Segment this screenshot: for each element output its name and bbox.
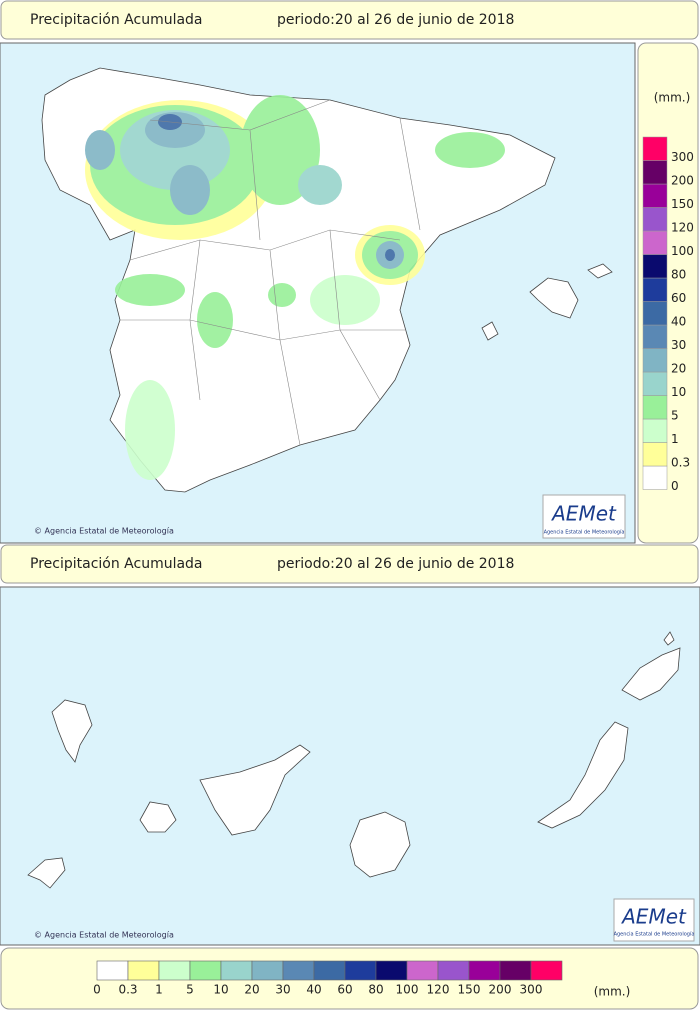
legend-swatch xyxy=(158,960,191,981)
legend-swatch xyxy=(642,160,668,185)
logo-name: AEMet xyxy=(620,905,687,929)
legend-label: 150 xyxy=(671,197,694,211)
legend-swatch xyxy=(642,301,668,326)
legend-label: 100 xyxy=(671,244,694,258)
legend-swatch xyxy=(642,254,668,279)
header-title: Precipitación Acumulada xyxy=(30,556,203,572)
legend-swatch xyxy=(437,960,470,981)
legend-label: 200 xyxy=(489,983,512,997)
legend-label: 150 xyxy=(458,983,481,997)
header-bar xyxy=(0,0,699,40)
header-period: periodo:20 al 26 de junio de 2018 xyxy=(277,556,514,572)
precip-areas xyxy=(85,95,505,480)
legend-swatch xyxy=(642,136,668,161)
legend-label: 30 xyxy=(671,338,686,352)
legend-swatch xyxy=(530,960,563,981)
map-canarias xyxy=(0,586,700,946)
legend-unit: (mm.) xyxy=(654,91,691,105)
legend-swatch xyxy=(375,960,408,981)
legend-label: 200 xyxy=(671,174,694,188)
legend-swatch xyxy=(251,960,284,981)
legend-label: 60 xyxy=(671,291,686,305)
province-borders xyxy=(120,99,421,446)
credit: © Agencia Estatal de Meteorología xyxy=(34,527,174,536)
legend-swatch xyxy=(642,348,668,373)
logo-box xyxy=(542,494,626,539)
legend-label: 20 xyxy=(671,362,686,376)
legend-label: 5 xyxy=(186,983,194,997)
legend-swatch xyxy=(642,442,668,467)
logo-name: AEMet xyxy=(550,502,617,526)
legend-swatch xyxy=(499,960,532,981)
legend-swatch xyxy=(220,960,253,981)
legend-label: 0.3 xyxy=(118,983,137,997)
legend-swatch xyxy=(642,324,668,349)
legend-swatch xyxy=(642,183,668,208)
header-title: Precipitación Acumulada xyxy=(30,12,203,28)
legend-swatch xyxy=(189,960,222,981)
legend-swatch xyxy=(642,465,668,490)
legend-label: 10 xyxy=(671,385,686,399)
legend-label: 40 xyxy=(671,315,686,329)
legend-swatch xyxy=(313,960,346,981)
legend-label: 20 xyxy=(244,983,259,997)
legend-vertical: 0 0.3 1 5 10 20 30 40 60 80 100 120 150 200 300 xyxy=(642,136,694,493)
legend-swatch xyxy=(642,395,668,420)
legend-label: 1 xyxy=(671,432,679,446)
legend-swatch xyxy=(642,371,668,396)
legend-swatch xyxy=(344,960,377,981)
canary-islands xyxy=(27,631,681,889)
legend-label: 5 xyxy=(671,409,679,423)
legend-label: 10 xyxy=(213,983,228,997)
logo-subtitle: Agencia Estatal de Meteorología xyxy=(614,931,695,938)
legend-label: 40 xyxy=(306,983,321,997)
legend-unit: (mm.) xyxy=(594,985,631,999)
legend-label: 300 xyxy=(520,983,543,997)
logo-subtitle: Agencia Estatal de Meteorología xyxy=(544,529,625,536)
legend-label: 120 xyxy=(671,221,694,235)
legend-label: 30 xyxy=(275,983,290,997)
header-period: periodo:20 al 26 de junio de 2018 xyxy=(277,12,514,28)
legend-label: 80 xyxy=(671,268,686,282)
legend-horizontal: 0 0.3 1 5 10 20 30 40 60 80 100 120 150 200 300 xyxy=(93,960,563,997)
legend-swatch xyxy=(642,418,668,443)
legend-label: 80 xyxy=(368,983,383,997)
legend-label: 0 xyxy=(671,479,679,493)
legend-label: 60 xyxy=(337,983,352,997)
legend-swatch xyxy=(642,207,668,232)
legend-label: 100 xyxy=(396,983,419,997)
legend-swatch xyxy=(282,960,315,981)
legend-label: 0 xyxy=(93,983,101,997)
legend-swatch xyxy=(127,960,160,981)
legend-swatch xyxy=(642,277,668,302)
legend-label: 300 xyxy=(671,150,694,164)
legend-label: 0.3 xyxy=(671,456,690,470)
legend-label: 120 xyxy=(427,983,450,997)
legend-swatch xyxy=(96,960,129,981)
legend-swatch xyxy=(468,960,501,981)
legend-swatch xyxy=(406,960,439,981)
logo-box xyxy=(613,898,695,942)
legend-label: 1 xyxy=(155,983,163,997)
header-bar xyxy=(0,544,699,584)
legend-swatch xyxy=(642,230,668,255)
credit: © Agencia Estatal de Meteorología xyxy=(34,931,174,940)
